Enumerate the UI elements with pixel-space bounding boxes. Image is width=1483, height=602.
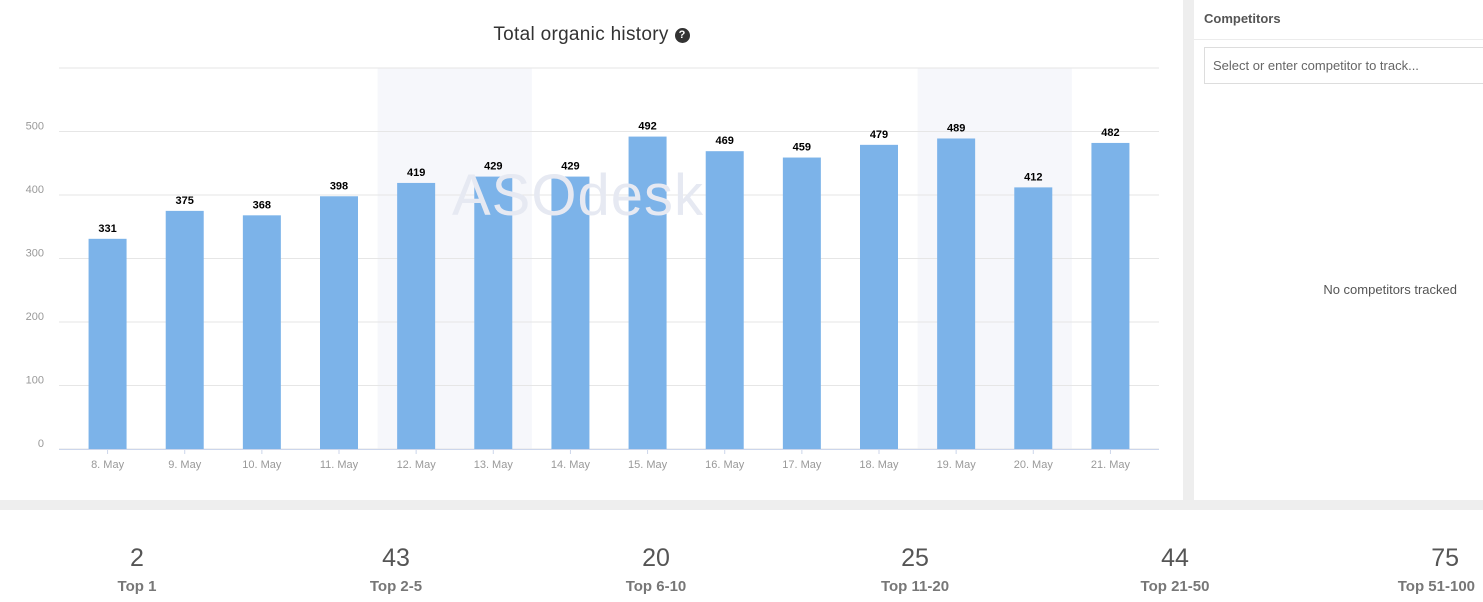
bar-value-label: 412 [1024,171,1042,183]
organic-history-panel: 0 100 200 300 400 500 331 8. May 375 9. May 368 10.… [0,0,1183,500]
y-tick-label: 400 [26,184,44,196]
bar [474,176,513,449]
bar-value-label: 429 [484,161,502,173]
bar-value-label: 459 [793,142,811,154]
x-tick-label: 8. May [91,459,125,471]
stat-value: 44 [1161,544,1189,572]
stat-top-21-50: 44 Top 21-50 [1075,510,1275,595]
y-tick-label: 300 [26,248,44,260]
stat-top-1: 2 Top 1 [37,510,237,595]
bar [782,157,821,449]
x-tick-label: 14. May [551,459,591,471]
bar [628,136,667,449]
x-tick-label: 19. May [937,459,977,471]
stat-value: 20 [642,544,670,572]
x-tick-label: 11. May [320,459,359,471]
bar [1091,142,1130,449]
bar [1014,187,1053,449]
competitors-panel: Competitors No competitors tracked [1194,0,1483,500]
no-competitors-message: No competitors tracked [1323,282,1457,297]
bar-value-label: 398 [330,180,348,192]
bar-value-label: 331 [98,223,116,235]
bar-value-label: 368 [253,199,271,211]
stat-value: 75 [1431,544,1459,572]
chart-title-text: Total organic history [493,24,669,45]
bar-value-label: 469 [716,135,734,147]
bar-value-label: 429 [561,161,579,173]
question-circle-icon[interactable]: ? [674,28,690,43]
x-tick-label: 9. May [168,459,202,471]
bar [320,196,358,449]
bar [397,182,436,449]
x-tick-label: 13. May [474,459,514,471]
stat-top-2-5: 43 Top 2-5 [296,510,496,595]
stat-label: Top 2-5 [369,578,423,595]
bar [860,144,898,449]
stat-top-51-100: 75 Top 51-100 [1283,510,1483,595]
y-tick-label: 200 [26,311,44,323]
stat-value: 43 [382,544,410,572]
x-tick-label: 12. May [397,459,437,471]
stat-label: Top 21-50 [1140,578,1210,595]
x-tick-label: 18. May [859,459,899,471]
stat-label: Top 6-10 [625,578,687,595]
x-tick-label: 21. May [1091,459,1131,471]
competitors-title: Competitors [1194,0,1483,40]
y-tick-label: 100 [26,375,44,387]
bar-value-label: 419 [407,167,425,179]
stat-label: Top 1 [117,578,157,595]
bar-value-label: 489 [947,122,965,134]
x-tick-label: 17. May [782,459,822,471]
bar [705,151,744,449]
bar [88,238,127,449]
bar-value-label: 375 [176,195,194,207]
bar [551,176,590,449]
stat-top-6-10: 20 Top 6-10 [556,510,756,595]
bar [242,215,281,449]
stat-label: Top 51-100 [1397,578,1475,595]
y-tick-label: 500 [26,121,44,133]
organic-history-chart: 0 100 200 300 400 500 331 8. May 375 9. May 368 10.… [26,67,1159,471]
bar-value-label: 482 [1101,127,1119,139]
stat-label: Top 11-20 [880,578,950,595]
rank-stats-panel: 2 Top 1 43 Top 2-5 20 Top 6-10 25 Top 11… [0,510,1483,602]
x-tick-label: 10. May [242,459,282,471]
competitor-search-input[interactable] [1204,47,1483,84]
bar [937,138,976,450]
x-tick-label: 20. May [1014,459,1054,471]
chart-title: Total organic history? [0,24,1183,46]
y-tick-label: 0 [38,438,44,450]
stat-value: 2 [130,544,144,572]
bar-value-label: 492 [638,121,656,133]
bar-value-label: 479 [870,129,888,141]
stat-top-11-20: 25 Top 11-20 [815,510,1015,595]
stat-value: 25 [901,544,929,572]
x-tick-label: 16. May [705,459,745,471]
x-tick-label: 15. May [628,459,668,471]
bar [165,210,204,449]
